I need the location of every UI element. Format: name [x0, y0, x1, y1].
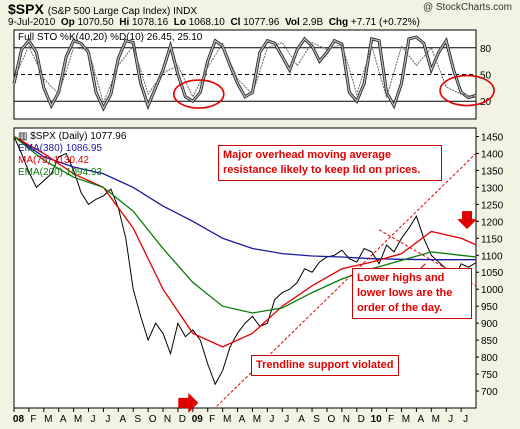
x-tick-label: A [60, 414, 67, 425]
x-tick-label: D [179, 414, 186, 425]
x-tick-label: 08 [13, 414, 25, 425]
cl-label: Cl [230, 17, 241, 28]
x-tick-label: A [418, 414, 425, 425]
x-tick-label: 10 [371, 414, 383, 425]
price-legend-entry: ▥ $SPX (Daily) 1077.96 [18, 131, 127, 142]
x-tick-label: J [463, 414, 468, 425]
ema200-line [13, 135, 477, 314]
x-tick-label: S [134, 414, 141, 425]
price-tick-label: 950 [481, 302, 498, 313]
site-credit: @ StockCharts.com [422, 2, 512, 13]
annotation-lower-highs: Lower highs and lower lows are the order… [352, 268, 472, 319]
price-tick-label: 800 [481, 353, 498, 364]
sto-legend: Full STO %K(40,20) %D(10) 26.45, 25.10 [18, 32, 203, 43]
x-tick-label: N [164, 414, 171, 425]
index-name: (S&P 500 Large Cap Index) INDX [47, 6, 198, 17]
x-tick-label: A [298, 414, 305, 425]
price-tick-label: 750 [481, 370, 498, 381]
vol-value: 2.9B [302, 17, 324, 28]
x-tick-label: M [74, 414, 82, 425]
price-tick-label: 1050 [481, 268, 504, 279]
x-tick-label: M [253, 414, 261, 425]
x-tick-label: J [269, 414, 274, 425]
x-tick-label: M [432, 414, 440, 425]
annotation-resistance: Major overhead moving average resistance… [218, 145, 442, 181]
price-tick-label: 1000 [481, 285, 504, 296]
x-tick-label: J [284, 414, 289, 425]
x-tick-label: J [90, 414, 95, 425]
sto-tick-label: 20 [480, 97, 492, 108]
x-tick-label: F [388, 414, 394, 425]
price-tick-label: 1400 [481, 149, 504, 160]
hi-value: 1078.16 [132, 17, 169, 28]
vol-label: Vol [284, 17, 300, 28]
price-tick-label: 1300 [481, 183, 504, 194]
symbol: $SPX [8, 1, 44, 17]
ma75-line [13, 135, 477, 348]
x-tick-label: A [239, 414, 246, 425]
price-tick-label: 1250 [481, 200, 504, 211]
lo-value: 1068.10 [188, 17, 225, 28]
x-tick-label: J [448, 414, 453, 425]
ema380-legend-entry: EMA(380) 1086.95 [18, 143, 102, 154]
resistance-trendline [378, 229, 477, 287]
price-tick-label: 1200 [481, 217, 504, 228]
right-arrow-icon [178, 392, 199, 413]
x-tick-label: M [223, 414, 231, 425]
cl-value: 1077.96 [243, 17, 280, 28]
x-tick-label: J [105, 414, 110, 425]
hi-label: Hi [119, 17, 130, 28]
ema380-line [13, 135, 476, 261]
stochastic-panel: 20 50 80 Full STO %K(40,20) %D(10) 26.45, 2… [12, 29, 492, 120]
x-tick-label: 09 [192, 414, 204, 425]
oversold-circle-2009 [173, 79, 225, 109]
annotation-trendline: Trendline support violated [251, 355, 399, 376]
quote-line: 9-Jul-2010 Op 1070.50 Hi 1078.16 Lo 1068… [8, 17, 420, 28]
x-tick-label: O [149, 414, 157, 425]
chart-title: $SPX (S&P 500 Large Cap Index) INDX [8, 1, 197, 17]
oversold-circle-2010 [439, 74, 495, 107]
op-label: Op [60, 17, 75, 28]
chg-label: Chg [328, 17, 349, 28]
price-tick-label: 1100 [481, 251, 503, 262]
price-tick-label: 900 [481, 319, 498, 330]
sto-tick-label: 80 [480, 44, 492, 55]
down-arrow-icon [457, 211, 478, 230]
price-tick-label: 1350 [481, 166, 504, 177]
ema200-legend-entry: EMA(200) 1094.93 [18, 167, 102, 178]
chg-value: +7.71 (+0.72%) [350, 17, 420, 28]
x-tick-label: F [209, 414, 215, 425]
x-tick-label: F [30, 414, 36, 425]
ma75-legend-entry: MA(75) 1130.42 [18, 155, 89, 166]
x-tick-label: N [343, 414, 350, 425]
sto-tick-label: 50 [480, 71, 492, 82]
op-value: 1070.50 [77, 17, 114, 28]
sto-k-line-highlight [13, 36, 477, 110]
x-tick-label: S [313, 414, 320, 425]
price-tick-label: 700 [481, 387, 498, 398]
x-tick-label: M [44, 414, 52, 425]
x-axis: 08 F M A M J J A S O N D 09 F M A M J J A S O N D 10 F M A M J J [13, 408, 468, 425]
x-tick-label: M [402, 414, 410, 425]
x-tick-label: D [358, 414, 365, 425]
price-line [13, 136, 477, 386]
price-tick-label: 1150 [481, 234, 503, 245]
price-tick-label: 850 [481, 336, 498, 347]
x-tick-label: O [328, 414, 336, 425]
sto-d-line [13, 41, 477, 105]
lo-label: Lo [173, 17, 186, 28]
quote-date: 9-Jul-2010 [8, 17, 56, 28]
x-tick-label: A [119, 414, 126, 425]
price-tick-label: 1450 [481, 132, 504, 143]
